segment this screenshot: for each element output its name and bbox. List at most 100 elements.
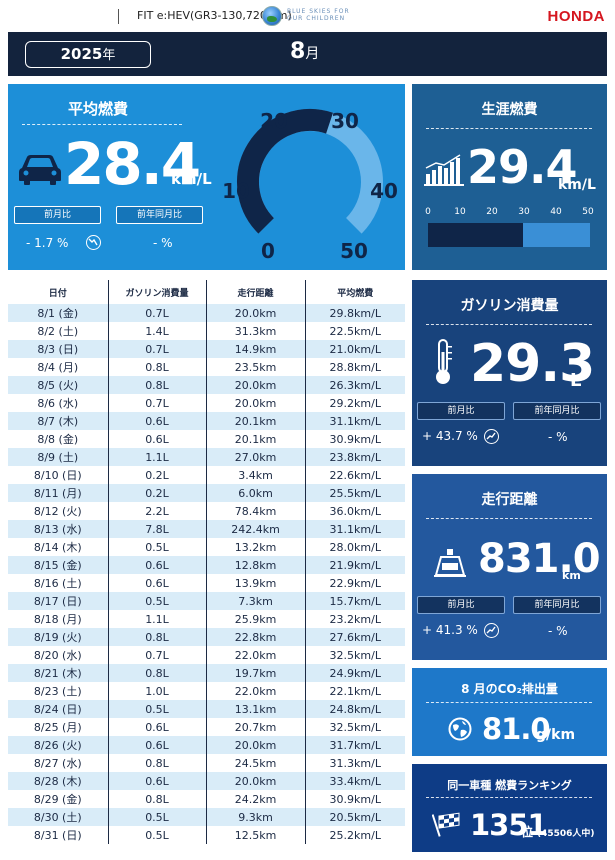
cell-distance: 19.7km xyxy=(205,664,305,682)
cell-average: 21.9km/L xyxy=(304,556,405,574)
gasoline-card: ガソリン消費量 29.3 L 前月比 前年同月比 + 43.7 % - % xyxy=(412,280,607,466)
co2-title: 8 月のCO₂排出量 xyxy=(461,682,558,696)
cell-distance: 13.2km xyxy=(205,538,305,556)
odometer-icon xyxy=(434,549,466,577)
table-header-row: 日付 ガソリン消費量 走行距離 平均燃費 xyxy=(8,280,405,304)
table-row: 8/23 (土) 1.0L 22.0km 22.1km/L xyxy=(8,682,405,700)
table-row: 8/18 (月) 1.1L 25.9km 23.2km/L xyxy=(8,610,405,628)
cell-distance: 31.3km xyxy=(205,322,305,340)
cell-date: 8/30 (土) xyxy=(8,808,108,826)
co2-card: 8 月のCO₂排出量 81.0 g/km xyxy=(412,668,607,756)
year-selector[interactable]: 2025年 xyxy=(25,41,151,68)
cell-gasoline: 0.6L xyxy=(107,412,206,430)
distance-prev-year-label: 前年同月比 xyxy=(513,596,601,614)
cell-average: 25.2km/L xyxy=(304,826,405,844)
gauge-label-0: 0 xyxy=(261,239,275,263)
cell-distance: 20.0km xyxy=(205,736,305,754)
lifetime-scale-label-30: 30 xyxy=(518,207,530,217)
cell-average: 31.1km/L xyxy=(304,412,405,430)
cell-gasoline: 0.7L xyxy=(107,394,206,412)
average-value: 28.4 xyxy=(64,130,201,198)
cell-date: 8/17 (日) xyxy=(8,592,108,610)
gasoline-prev-year-value: - % xyxy=(548,430,568,444)
average-prev-year-label: 前年同月比 xyxy=(116,206,203,224)
cell-date: 8/16 (土) xyxy=(8,574,108,592)
cell-gasoline: 0.6L xyxy=(107,556,206,574)
table-row: 8/26 (火) 0.6L 20.0km 31.7km/L xyxy=(8,736,405,754)
cell-distance: 25.9km xyxy=(205,610,305,628)
cell-date: 8/20 (水) xyxy=(8,646,108,664)
cell-date: 8/2 (土) xyxy=(8,322,108,340)
cell-date: 8/6 (水) xyxy=(8,394,108,412)
cell-average: 29.2km/L xyxy=(304,394,405,412)
thermometer-icon xyxy=(436,339,452,384)
lifetime-value: 29.4 xyxy=(467,140,577,194)
cell-gasoline: 0.6L xyxy=(107,718,206,736)
gauge-label-10: 10 xyxy=(222,179,250,203)
distance-prev-month-value: + 41.3 % xyxy=(422,623,478,637)
cell-date: 8/15 (金) xyxy=(8,556,108,574)
average-prev-month-value: - 1.7 % xyxy=(26,236,69,250)
daily-log-table: 日付 ガソリン消費量 走行距離 平均燃費 8/1 (金) 0.7L 20.0km 29… xyxy=(8,280,405,844)
cell-distance: 6.0km xyxy=(205,484,305,502)
cell-distance: 13.9km xyxy=(205,574,305,592)
cell-average: 28.0km/L xyxy=(304,538,405,556)
table-row: 8/20 (水) 0.7L 22.0km 32.5km/L xyxy=(8,646,405,664)
ranking-title-underline xyxy=(426,797,592,798)
gasoline-prev-month-label: 前月比 xyxy=(417,402,505,420)
globe-icon xyxy=(448,717,472,741)
cell-average: 30.9km/L xyxy=(304,790,405,808)
cell-distance: 7.3km xyxy=(205,592,305,610)
cell-gasoline: 0.8L xyxy=(107,376,206,394)
cell-date: 8/24 (日) xyxy=(8,700,108,718)
cell-date: 8/9 (土) xyxy=(8,448,108,466)
car-icon xyxy=(19,155,61,185)
cell-gasoline: 0.2L xyxy=(107,466,206,484)
table-row: 8/21 (木) 0.8L 19.7km 24.9km/L xyxy=(8,664,405,682)
cell-average: 26.3km/L xyxy=(304,376,405,394)
cell-average: 31.1km/L xyxy=(304,520,405,538)
distance-unit: km xyxy=(562,569,581,582)
cell-average: 23.8km/L xyxy=(304,448,405,466)
cell-average: 36.0km/L xyxy=(304,502,405,520)
table-row: 8/17 (日) 0.5L 7.3km 15.7km/L xyxy=(8,592,405,610)
cell-gasoline: 2.2L xyxy=(107,502,206,520)
cell-gasoline: 1.1L xyxy=(107,448,206,466)
cell-date: 8/26 (火) xyxy=(8,736,108,754)
cell-distance: 23.5km xyxy=(205,358,305,376)
cell-gasoline: 7.8L xyxy=(107,520,206,538)
cell-distance: 20.7km xyxy=(205,718,305,736)
table-row: 8/4 (月) 0.8L 23.5km 28.8km/L xyxy=(8,358,405,376)
cell-gasoline: 0.6L xyxy=(107,574,206,592)
cell-date: 8/3 (日) xyxy=(8,340,108,358)
month-label: 8月 xyxy=(290,39,319,64)
cell-date: 8/21 (木) xyxy=(8,664,108,682)
table-row: 8/29 (金) 0.8L 24.2km 30.9km/L xyxy=(8,790,405,808)
fuel-gauge: 0 10 20 30 40 50 xyxy=(222,109,398,263)
trend-up-icon xyxy=(484,429,499,444)
table-row: 8/1 (金) 0.7L 20.0km 29.8km/L xyxy=(8,304,405,322)
cell-date: 8/5 (火) xyxy=(8,376,108,394)
vehicle-model: FIT e:HEV(GR3-130,720 km) xyxy=(137,9,292,22)
lifetime-fuel-card: 生涯燃費 29.4 km/L 0 10 20 30 40 50 xyxy=(412,84,607,270)
cell-date: 8/25 (月) xyxy=(8,718,108,736)
table-row: 8/9 (土) 1.1L 27.0km 23.8km/L xyxy=(8,448,405,466)
table-row: 8/7 (木) 0.6L 20.1km 31.1km/L xyxy=(8,412,405,430)
table-row: 8/3 (日) 0.7L 14.9km 21.0km/L xyxy=(8,340,405,358)
cell-gasoline: 1.0L xyxy=(107,682,206,700)
table-row: 8/30 (土) 0.5L 9.3km 20.5km/L xyxy=(8,808,405,826)
cell-average: 29.8km/L xyxy=(304,304,405,322)
gauge-label-40: 40 xyxy=(370,179,398,203)
date-bar: 2025年 8月 xyxy=(8,32,607,76)
cell-average: 22.6km/L xyxy=(304,466,405,484)
cell-gasoline: 0.5L xyxy=(107,592,206,610)
slogan: BLUE SKIES FOR OUR CHILDREN xyxy=(287,8,350,22)
year-unit: 年 xyxy=(102,48,116,63)
average-prev-month-label: 前月比 xyxy=(14,206,101,224)
lifetime-title: 生涯燃費 xyxy=(481,102,538,118)
cell-gasoline: 1.1L xyxy=(107,610,206,628)
cell-average: 22.9km/L xyxy=(304,574,405,592)
co2-value: 81.0 xyxy=(482,712,551,746)
table-row: 8/15 (金) 0.6L 12.8km 21.9km/L xyxy=(8,556,405,574)
cell-distance: 20.1km xyxy=(205,412,305,430)
